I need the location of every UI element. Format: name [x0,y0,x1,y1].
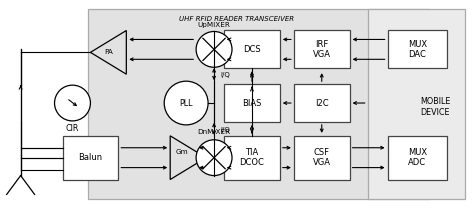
Text: UHF RFID READER TRANSCEIVER: UHF RFID READER TRANSCEIVER [180,16,294,22]
Text: MUX
DAC: MUX DAC [408,40,427,59]
Polygon shape [170,136,206,180]
Text: BIAS: BIAS [242,98,262,107]
Text: Gm: Gm [176,149,189,155]
Text: PLL: PLL [179,98,193,107]
Text: DCS: DCS [243,45,261,54]
Text: CIR: CIR [66,124,79,133]
Text: I/Q: I/Q [220,72,230,78]
Text: Balun: Balun [78,153,102,162]
Circle shape [164,81,208,125]
Bar [224,136,280,180]
Bar [89,9,429,199]
Bar [368,9,465,199]
Text: PA: PA [104,49,113,55]
Text: TIA
DCOC: TIA DCOC [239,148,264,167]
Circle shape [55,85,91,121]
Text: DnMIXER: DnMIXER [198,129,231,135]
Bar [388,136,447,180]
Bar [294,136,350,180]
Circle shape [196,140,232,175]
Text: I/Q: I/Q [220,127,230,133]
Bar [294,31,350,68]
Text: MUX
ADC: MUX ADC [408,148,427,167]
Bar [294,84,350,122]
Bar [63,136,118,180]
Text: UpMIXER: UpMIXER [198,22,230,28]
Text: MOBILE
DEVICE: MOBILE DEVICE [420,97,451,117]
Text: IRF
VGA: IRF VGA [313,40,331,59]
Bar [224,31,280,68]
Polygon shape [91,31,127,74]
Bar [388,31,447,68]
Text: CSF
VGA: CSF VGA [313,148,331,167]
Circle shape [196,31,232,67]
Text: I2C: I2C [315,98,328,107]
Bar [224,84,280,122]
